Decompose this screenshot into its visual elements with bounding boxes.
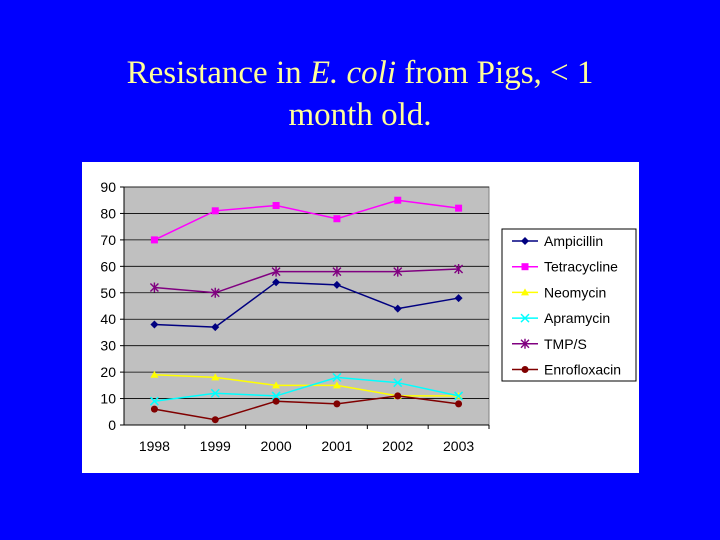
legend-label-ampicillin: Ampicillin — [544, 233, 603, 249]
y-tick-label: 80 — [100, 205, 116, 221]
data-point-apramycin — [393, 378, 403, 388]
data-point-enrofloxacin — [333, 400, 341, 408]
y-tick-label: 20 — [100, 364, 116, 380]
series-line-neomycin — [154, 374, 459, 397]
y-tick-label: 40 — [100, 311, 116, 327]
data-point-tetracycline — [272, 202, 280, 210]
data-point-apramycin — [149, 396, 159, 406]
y-tick-label: 90 — [100, 179, 116, 195]
data-point-tmp-s — [149, 282, 159, 293]
data-point-tetracycline — [211, 207, 219, 215]
legend-label-apramycin: Apramycin — [544, 310, 610, 326]
y-tick-label: 70 — [100, 232, 116, 248]
data-point-ampicillin — [393, 304, 402, 313]
legend-marker-apramycin — [520, 313, 530, 323]
data-point-apramycin — [454, 391, 464, 401]
legend — [501, 228, 637, 382]
data-point-tetracycline — [455, 204, 463, 212]
data-point-enrofloxacin — [211, 416, 219, 424]
y-tick-label: 60 — [100, 258, 116, 274]
slide-title: Resistance in E. coli from Pigs, < 1 mon… — [60, 52, 660, 136]
plot-area — [123, 186, 490, 426]
legend-marker-tetracycline — [521, 263, 529, 271]
data-point-ampicillin — [332, 280, 341, 289]
data-point-enrofloxacin — [394, 392, 402, 400]
y-tick-label: 0 — [108, 417, 116, 433]
data-point-tetracycline — [394, 196, 402, 204]
chart-panel: 0 10 20 30 40 50 60 70 80 90 1998 1999 2000 2001 2002 2… — [82, 162, 639, 473]
data-point-tetracycline — [150, 236, 158, 244]
data-point-neomycin — [332, 381, 341, 389]
x-tick-label: 1998 — [139, 438, 170, 454]
data-point-tmp-s — [332, 266, 342, 277]
data-point-tmp-s — [393, 266, 403, 277]
title-line2: month old. — [288, 97, 432, 133]
data-point-neomycin — [150, 370, 159, 378]
title-part1: Resistance in — [126, 55, 310, 91]
data-point-apramycin — [210, 388, 220, 398]
series-line-enrofloxacin — [154, 395, 459, 421]
legend-marker-neomycin — [521, 288, 529, 296]
data-point-enrofloxacin — [150, 405, 158, 413]
series-line-tmp-s — [154, 268, 459, 294]
data-point-apramycin — [271, 391, 281, 401]
legend-marker-tmp-s — [520, 338, 530, 349]
x-tick-label: 2000 — [261, 438, 292, 454]
title-part2: from Pigs, < 1 — [396, 55, 594, 91]
data-point-ampicillin — [211, 323, 220, 332]
data-point-neomycin — [272, 381, 281, 389]
y-tick-label: 10 — [100, 391, 116, 407]
x-tick-label: 2002 — [382, 438, 413, 454]
legend-label-enrofloxacin: Enrofloxacin — [544, 362, 621, 378]
data-point-ampicillin — [150, 320, 159, 329]
data-point-tmp-s — [210, 287, 220, 298]
x-tick-label: 2003 — [443, 438, 474, 454]
legend-label-tetracycline: Tetracycline — [544, 259, 618, 275]
data-point-tetracycline — [333, 215, 341, 223]
legend-marker-ampicillin — [521, 237, 529, 245]
legend-label-tmp-s: TMP/S — [544, 336, 587, 352]
series-line-tetracycline — [154, 199, 459, 241]
data-point-enrofloxacin — [272, 397, 280, 405]
data-point-neomycin — [211, 373, 220, 381]
data-point-ampicillin — [272, 278, 281, 287]
legend-marker-enrofloxacin — [521, 366, 529, 373]
y-tick-label: 30 — [100, 338, 116, 354]
x-tick-label: 2001 — [321, 438, 352, 454]
data-point-enrofloxacin — [455, 400, 463, 408]
data-point-tmp-s — [454, 263, 464, 274]
y-tick-label: 50 — [100, 285, 116, 301]
series-line-ampicillin — [154, 281, 459, 328]
title-italic: E. coli — [309, 55, 397, 91]
x-tick-label: 1999 — [200, 438, 231, 454]
data-point-tmp-s — [271, 266, 281, 277]
series-line-apramycin — [154, 376, 459, 402]
line-chart: 0 10 20 30 40 50 60 70 80 90 1998 1999 2000 2001 2002 2… — [100, 179, 637, 454]
data-point-apramycin — [332, 372, 342, 382]
legend-label-neomycin: Neomycin — [544, 284, 606, 300]
data-point-ampicillin — [454, 294, 463, 303]
